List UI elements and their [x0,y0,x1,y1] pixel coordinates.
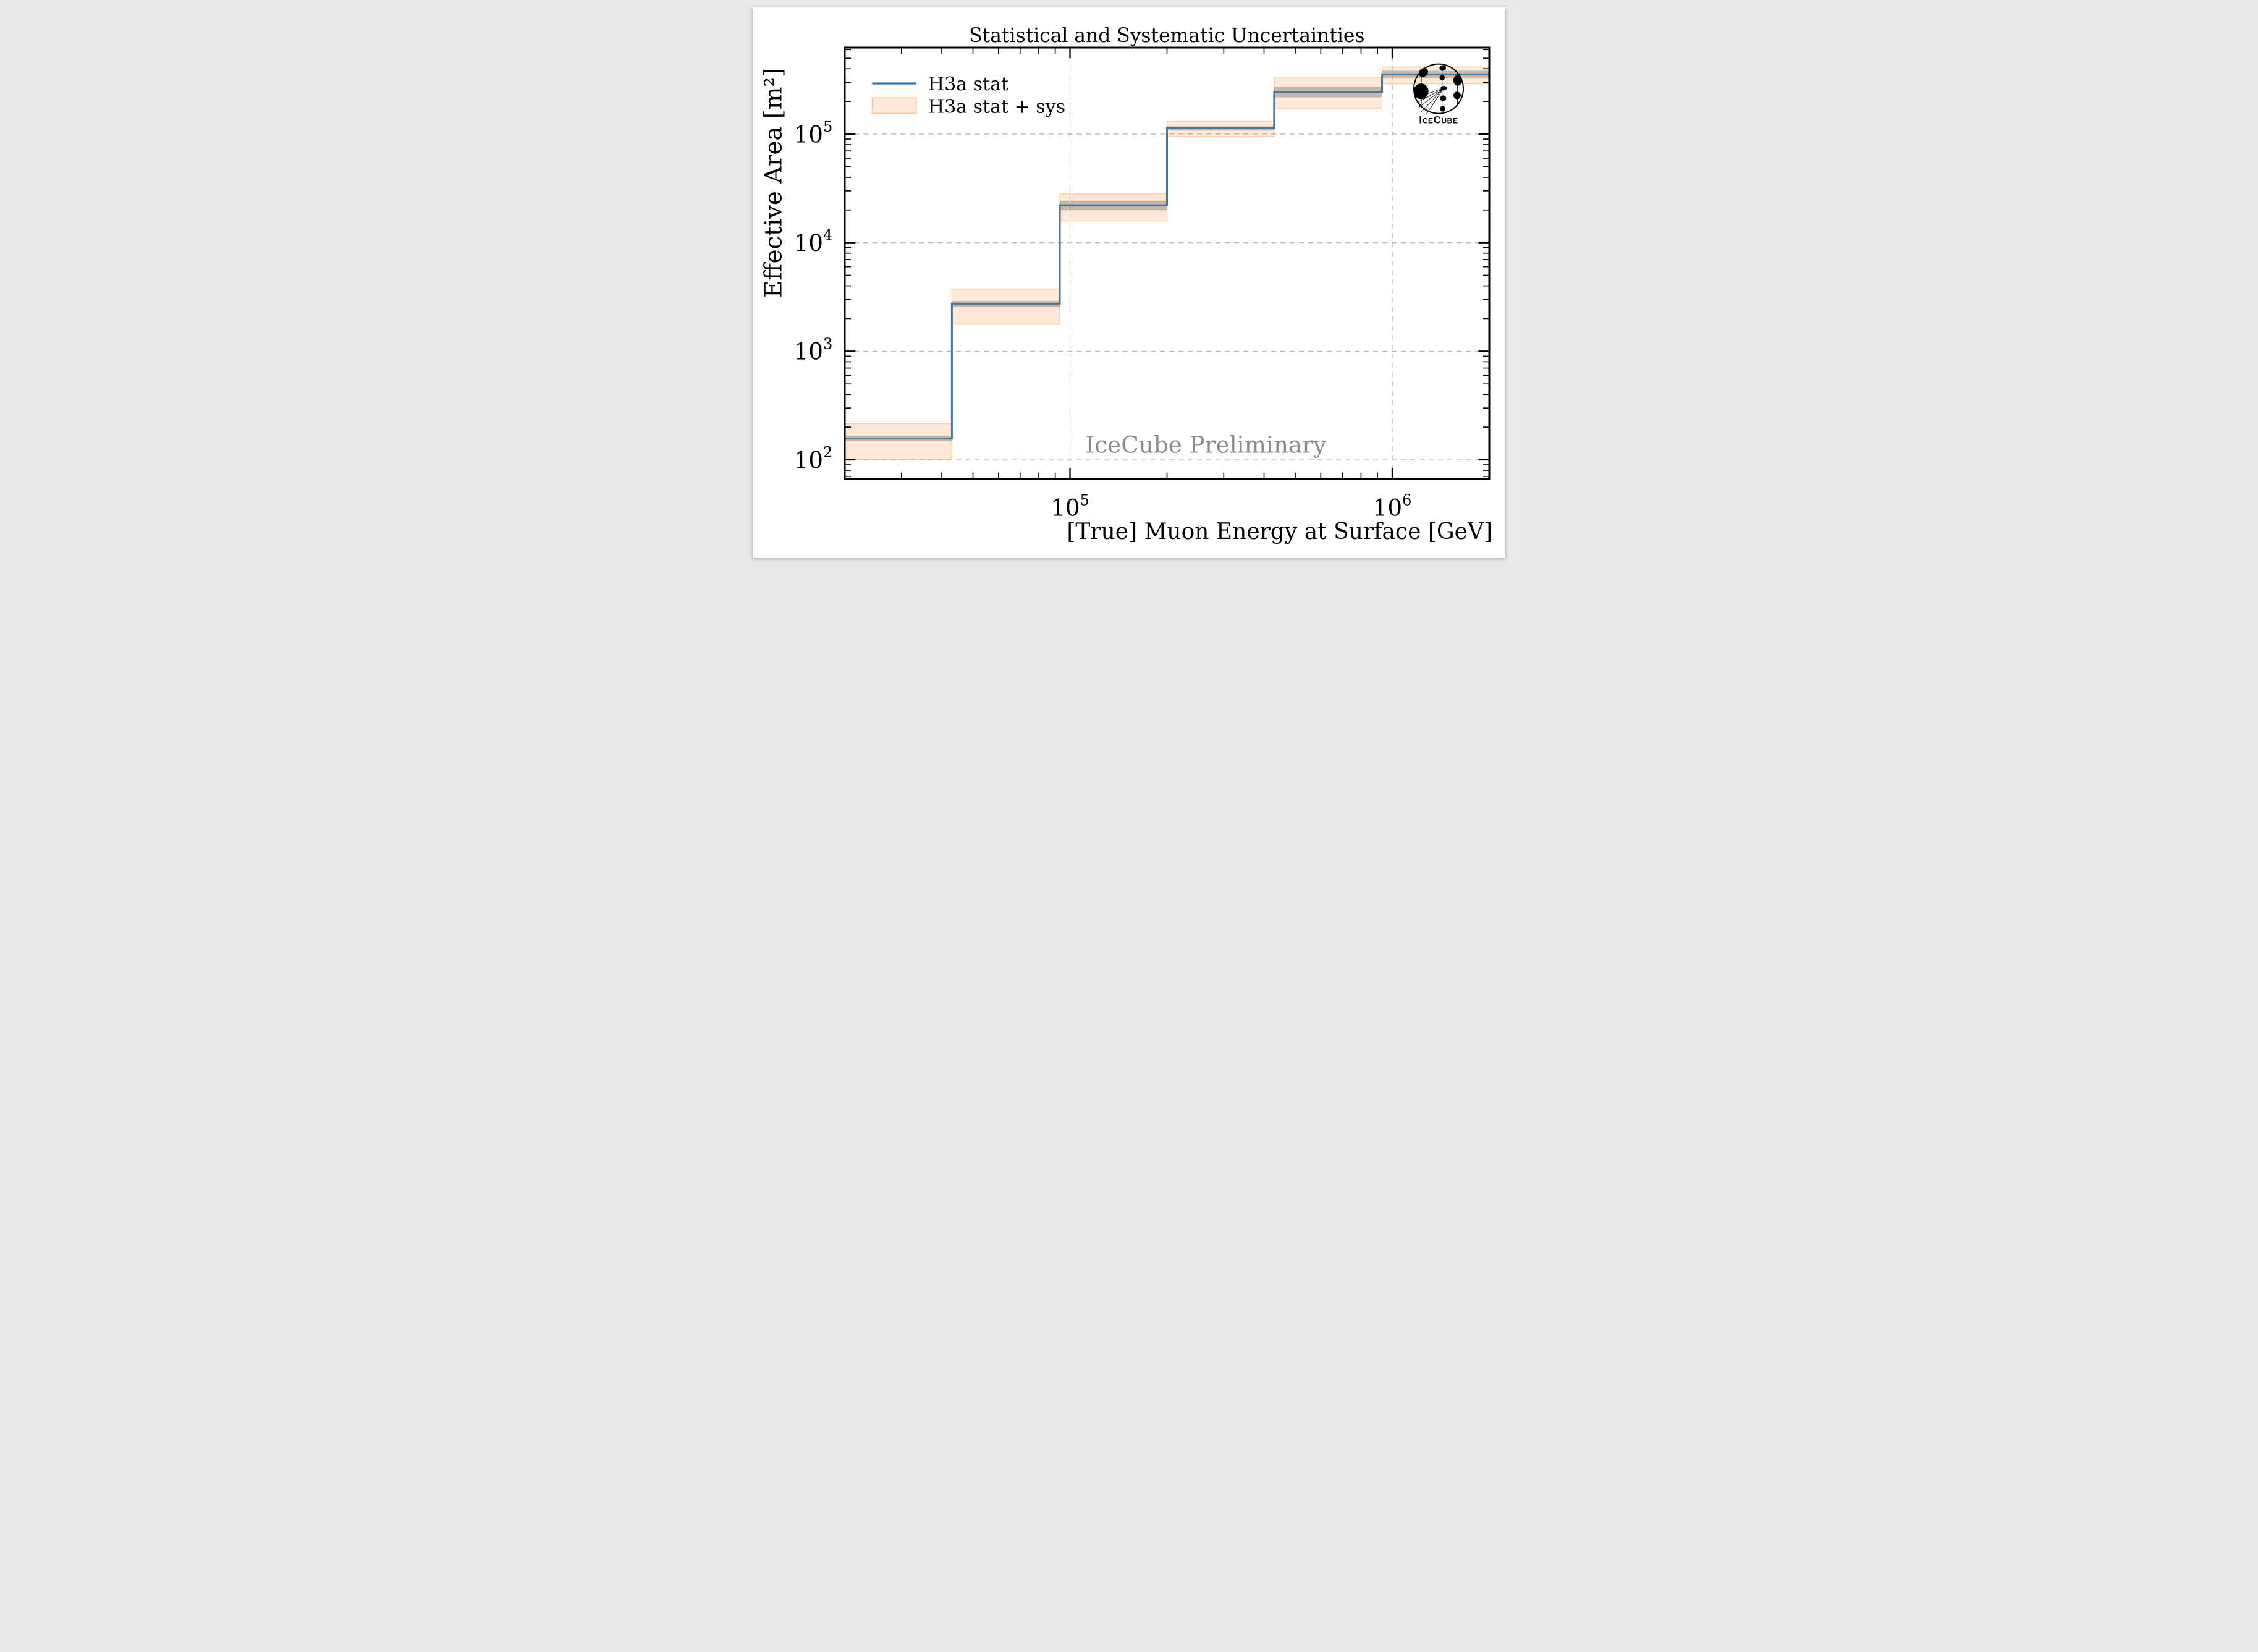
sys-band-rect [1167,121,1274,137]
step-line-layer [845,73,1489,440]
step-line [845,73,1489,440]
sys-band-rect [1060,193,1167,221]
icecube-logo: IceCube [1413,63,1464,125]
sys-band-rect [845,423,952,460]
logo-dom-dot [1453,75,1462,86]
y-axis-label: Effective Area [m²] [760,68,788,298]
sys-band-rect [1382,67,1489,84]
y-tick-label: 104 [794,227,833,256]
logo-dom-dot [1440,95,1447,101]
legend-label-sys: H3a stat + sys [928,96,1065,118]
sys-band-rect [952,289,1060,324]
logo-dom-dot [1439,65,1446,71]
logo-ray [1416,88,1444,104]
logo-dom-dot [1418,68,1428,77]
chart-canvas: 105 106 102 103 104 105 Statistical and Syste… [760,25,1492,544]
logo-ray [1421,88,1444,112]
logo-ray [1425,88,1444,116]
x-tick-label: 106 [1373,491,1412,521]
figure: 105 106 102 103 104 105 Statistical and Syste… [753,7,1505,558]
sys-band-rect [1274,77,1382,109]
legend-label-stat: H3a stat [928,74,1008,95]
watermark: IceCube Preliminary [1085,431,1326,459]
icecube-logo-text: IceCube [1419,114,1458,125]
logo-dom-dot [1453,91,1461,100]
y-tick-label: 105 [794,118,833,148]
legend-band-swatch [871,97,917,114]
logo-dom-dot [1439,75,1445,80]
y-tick-label: 103 [794,335,833,365]
gridlines [845,48,1489,479]
x-axis-label: [True] Muon Energy at Surface [GeV] [1067,519,1492,544]
chart-title: Statistical and Systematic Uncertainties [969,25,1364,47]
logo-dom-dot [1440,106,1445,112]
logo-dom-dot [1440,86,1447,91]
tick-labels: 105 106 102 103 104 105 [794,118,1412,522]
logo-circle-icon [1413,63,1464,114]
axes-layer [844,46,1491,480]
x-tick-label: 105 [1051,491,1089,521]
y-tick-label: 102 [794,444,833,473]
legend: H3a stat H3a stat + sys [871,74,1065,118]
logo-dom-dot [1413,83,1429,100]
logo-ray [1418,88,1444,108]
